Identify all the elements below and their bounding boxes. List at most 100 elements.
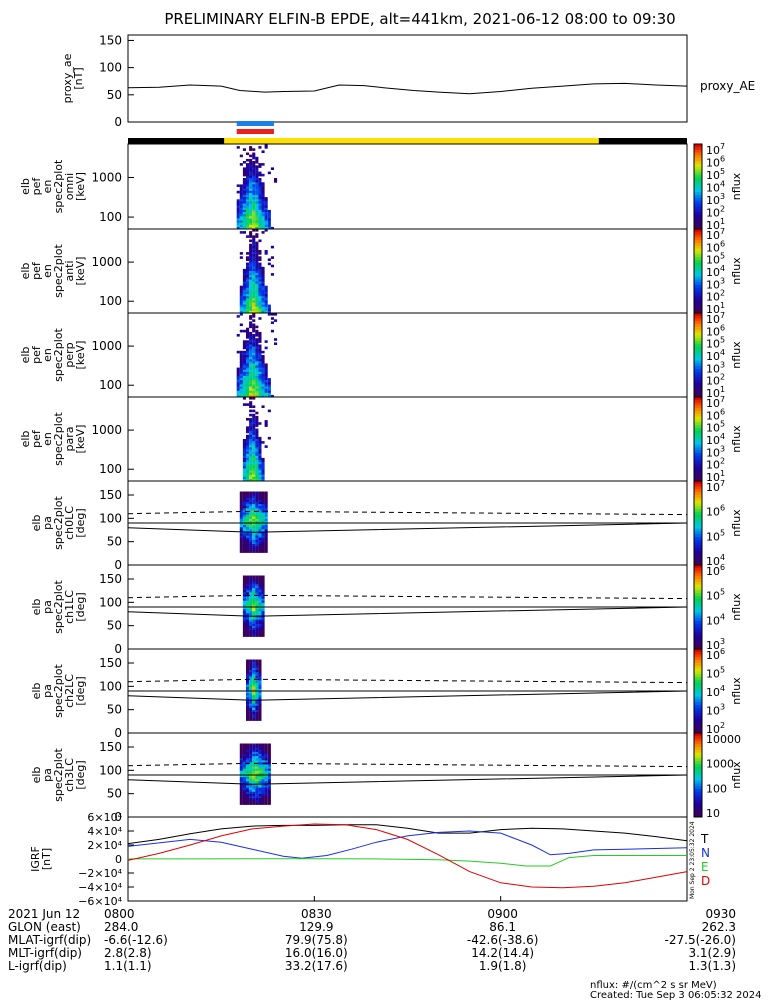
- spectrogram-cell: [261, 527, 265, 530]
- spectrogram-cell: [258, 495, 262, 499]
- spectrogram-cell: [258, 691, 262, 694]
- spectrogram-cell: [246, 426, 250, 429]
- spectrogram-cell: [246, 800, 250, 803]
- spectrogram-cell: [249, 506, 253, 509]
- ytick-label: 1000: [91, 339, 122, 353]
- science-zone-red: [236, 129, 274, 134]
- spectrogram-cell: [242, 468, 246, 471]
- spectrogram-cell: [239, 529, 243, 532]
- spectrogram-cell: [252, 798, 256, 801]
- spectrogram-cell: [246, 539, 250, 543]
- spectrogram-cell: [249, 474, 253, 478]
- spectrogram-cell: [264, 250, 268, 253]
- ephemeris-value: 262.3: [702, 920, 736, 934]
- spectrogram-cell: [249, 791, 253, 795]
- spectrogram-cell: [258, 292, 262, 295]
- spectrogram-cell: [242, 201, 246, 204]
- spectrogram-cell: [239, 541, 243, 545]
- spectrogram-cell: [264, 201, 268, 204]
- spectrogram-cell: [261, 150, 265, 153]
- spectrogram-cell: [255, 623, 259, 627]
- spectrogram-cell: [249, 252, 253, 255]
- ylabel-line: ch3LC: [63, 758, 76, 792]
- spectrogram-cell: [258, 617, 262, 621]
- spectrogram-cell: [258, 294, 262, 297]
- spectrogram-cell: [255, 199, 259, 202]
- colorbar-cell: [694, 803, 702, 807]
- spectrogram-cell: [252, 169, 256, 173]
- spectrogram-cell: [255, 772, 259, 776]
- spectrogram-cell: [258, 762, 262, 765]
- spectrogram-cell: [246, 670, 250, 673]
- spectrogram-cell: [270, 245, 274, 249]
- colorbar-cell: [694, 332, 702, 336]
- spectrogram-cell: [242, 451, 246, 455]
- spectrogram-cell: [242, 203, 246, 207]
- spectrogram-cell: [249, 243, 253, 247]
- spectrogram-cell: [267, 743, 271, 747]
- spectrogram-cell: [239, 231, 243, 234]
- spectrogram-cell: [258, 718, 262, 721]
- spectrogram-cell: [252, 462, 256, 465]
- spectrogram-cell: [242, 212, 246, 215]
- spectrogram-cell: [261, 373, 265, 377]
- colorbar-cell: [694, 635, 702, 639]
- spectrogram-cell: [249, 493, 253, 497]
- spectrogram-cell: [239, 747, 243, 751]
- colorbar-cell: [694, 570, 702, 574]
- spectrogram-cell: [252, 529, 256, 532]
- colorbar-cell: [694, 609, 702, 614]
- spectrogram-cell: [239, 380, 243, 383]
- ytick-label: 50: [107, 88, 122, 102]
- spectrogram-cell: [255, 178, 259, 181]
- spectrogram-cell: [261, 766, 265, 770]
- colorbar-cell: [694, 649, 702, 653]
- spectrogram-cell: [255, 195, 259, 198]
- ytick-label: 100: [99, 511, 122, 525]
- spectrogram-cell: [242, 544, 246, 547]
- colorbar-cell: [694, 693, 702, 698]
- spectrogram-cell: [252, 252, 256, 255]
- ytick-label: 50: [107, 619, 122, 633]
- spectrogram-cell: [252, 205, 256, 209]
- spectrogram-cell: [258, 674, 262, 677]
- spectrogram-cell: [258, 625, 262, 629]
- spectrogram-cell: [252, 430, 256, 434]
- spectrogram-cell: [252, 214, 256, 217]
- spectrogram-cell: [252, 422, 256, 425]
- spectrogram-cell: [249, 472, 253, 476]
- spectrogram-cell: [249, 516, 253, 520]
- spectrogram-cell: [249, 308, 253, 312]
- spectrogram-cell: [255, 275, 259, 278]
- spectrogram-cell: [242, 357, 246, 360]
- spectrogram-cell: [249, 583, 253, 587]
- spectrogram-cell: [252, 222, 256, 226]
- spectrogram-cell: [252, 283, 256, 287]
- spectrogram-cell: [249, 289, 253, 293]
- ephemeris-value: 129.9: [299, 920, 333, 934]
- spectrogram-cell: [255, 504, 259, 507]
- colorbar-tick-exponent: 7: [720, 142, 725, 151]
- colorbar-cell: [694, 783, 702, 787]
- spectrogram-cell: [264, 802, 268, 805]
- spectrogram-cell: [246, 630, 250, 633]
- colorbar-cell: [694, 651, 702, 656]
- colorbar-cell: [694, 528, 702, 532]
- spectrogram-cell: [249, 537, 253, 541]
- spectrogram-cell: [242, 222, 246, 226]
- spectrogram-cell: [258, 439, 262, 442]
- colorbar-cell: [694, 758, 702, 762]
- spectrogram-cell: [239, 214, 243, 217]
- spectrogram-cell: [258, 304, 262, 308]
- spectrogram-cell: [242, 283, 246, 287]
- spectrogram-cell: [252, 546, 256, 549]
- colorbar-label: nflux: [730, 257, 743, 285]
- colorbar-cell: [694, 539, 702, 544]
- spectrogram-cell: [258, 497, 262, 501]
- spectrogram-cell: [249, 497, 253, 501]
- spectrogram-cell: [242, 630, 246, 633]
- spectrogram-cell: [239, 355, 243, 358]
- colorbar-tick-exponent: 1: [720, 385, 725, 394]
- spectrogram-cell: [258, 474, 262, 478]
